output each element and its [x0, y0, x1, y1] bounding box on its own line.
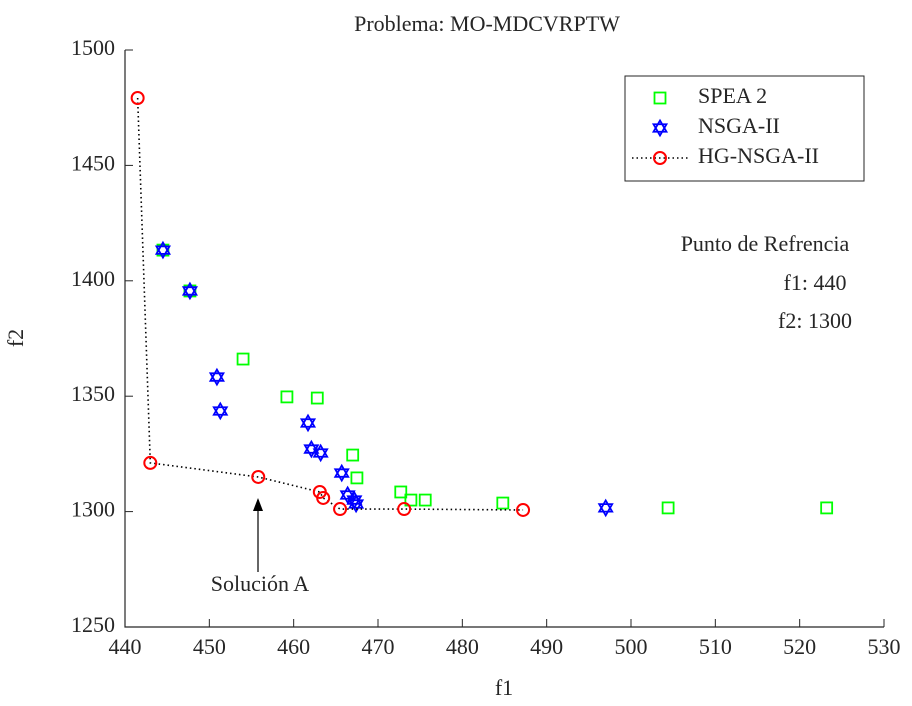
- point: [394, 485, 408, 499]
- y-tick-label: 1500: [71, 35, 115, 60]
- annotation: f2: 1300: [778, 308, 852, 333]
- point: [208, 367, 225, 387]
- legend-label: SPEA 2: [698, 83, 767, 108]
- annotation: f1: 440: [784, 270, 847, 295]
- x-tick-label: 480: [446, 634, 479, 659]
- x-tick-label: 520: [783, 634, 816, 659]
- point: [333, 502, 348, 517]
- point: [661, 501, 675, 515]
- legend-label: NSGA-II: [698, 113, 780, 138]
- point: [820, 501, 834, 515]
- annotation: Punto de Refrencia: [681, 231, 850, 256]
- arrow-head: [253, 498, 263, 511]
- chart-title: Problema: MO-MDCVRPTW: [354, 11, 620, 36]
- x-axis-label: f1: [495, 675, 513, 700]
- annotation: Solución A: [211, 571, 310, 596]
- point: [299, 413, 317, 433]
- point: [516, 502, 531, 517]
- y-axis-label: f2: [3, 329, 28, 347]
- legend-marker: [651, 118, 669, 138]
- y-tick-label: 1250: [71, 612, 115, 637]
- point: [316, 490, 331, 505]
- point: [397, 502, 412, 517]
- legend-label: HG-NSGA-II: [698, 143, 819, 168]
- x-tick-label: 510: [699, 634, 732, 659]
- y-tick-label: 1350: [71, 381, 115, 406]
- y-tick-label: 1400: [71, 266, 115, 291]
- point: [346, 448, 360, 462]
- point: [251, 469, 266, 484]
- point: [130, 91, 145, 106]
- legend-marker: [653, 91, 667, 105]
- point: [597, 498, 614, 518]
- legend-marker: [653, 151, 667, 165]
- point: [183, 284, 197, 298]
- point: [418, 493, 432, 507]
- point: [348, 494, 365, 514]
- point: [312, 443, 329, 463]
- point: [404, 493, 418, 507]
- x-tick-label: 500: [615, 634, 648, 659]
- point: [143, 455, 158, 470]
- x-tick-label: 460: [277, 634, 310, 659]
- point: [333, 463, 350, 483]
- point: [350, 471, 364, 485]
- x-tick-label: 470: [362, 634, 395, 659]
- point: [496, 496, 510, 510]
- x-tick-label: 450: [193, 634, 226, 659]
- x-tick-label: 530: [868, 634, 901, 659]
- y-tick-label: 1450: [71, 150, 115, 175]
- y-tick-label: 1300: [71, 497, 115, 522]
- point: [310, 391, 324, 405]
- point: [236, 352, 250, 366]
- x-tick-label: 490: [530, 634, 563, 659]
- point: [280, 390, 294, 404]
- point: [181, 281, 198, 301]
- point: [156, 243, 170, 257]
- series-line: [136, 97, 524, 511]
- point: [154, 240, 172, 260]
- x-tick-label: 440: [109, 634, 142, 659]
- point: [212, 401, 229, 421]
